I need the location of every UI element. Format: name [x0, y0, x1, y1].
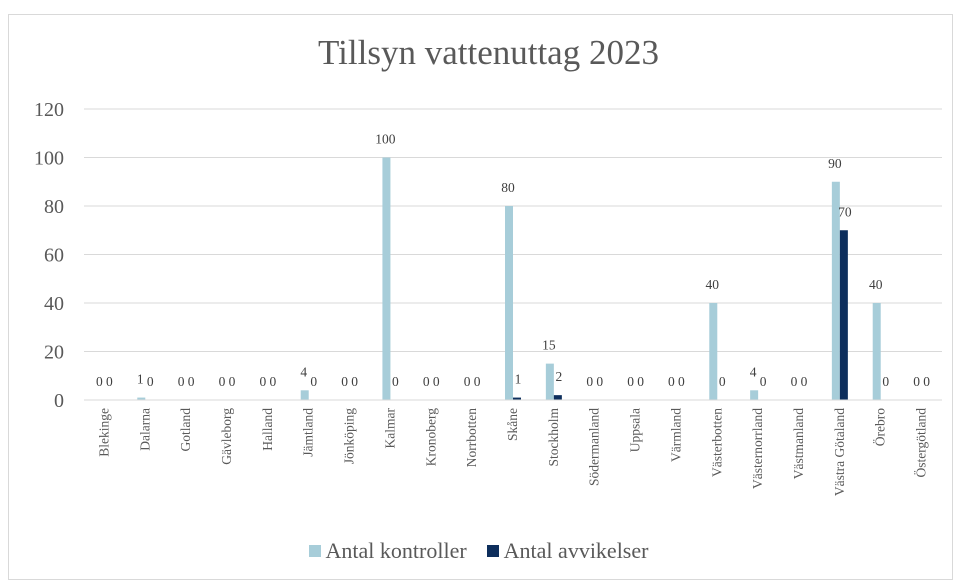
data-label-kontroller: 80 — [501, 180, 515, 195]
bars — [137, 157, 881, 400]
legend-label-kontroller: Antal kontroller — [325, 538, 467, 563]
data-label-avvikelser: 0 — [147, 374, 154, 389]
legend-swatch-avvikelser — [486, 545, 499, 557]
category-label: Kalmar — [382, 407, 397, 448]
category-label: Örebro — [873, 408, 888, 446]
category-label: Västmanland — [791, 408, 806, 479]
bar-kontroller — [505, 206, 513, 400]
y-tick-label: 40 — [44, 293, 64, 315]
data-label-kontroller: 0 — [219, 374, 226, 389]
y-axis-ticks: 0 20 40 60 80 100 120 — [34, 99, 64, 412]
y-tick-label: 20 — [44, 342, 64, 364]
y-tick-label: 100 — [34, 148, 64, 170]
data-label-kontroller: 0 — [178, 374, 185, 389]
category-label: Värmland — [668, 408, 683, 462]
bar-kontroller — [137, 397, 146, 400]
y-tick-label: 0 — [54, 390, 64, 412]
data-label-avvikelser: 0 — [269, 374, 276, 389]
data-label-avvikelser: 0 — [596, 374, 603, 389]
category-labels: Blekinge Dalarna Gotland Gävleborg Halland Jä… — [96, 407, 928, 496]
data-label-kontroller: 0 — [259, 374, 266, 389]
data-label-avvikelser: 0 — [310, 374, 317, 389]
data-label-avvikelser: 2 — [555, 369, 562, 384]
category-label: Skåne — [505, 408, 520, 441]
data-label-avvikelser: 0 — [474, 374, 481, 389]
category-label: Blekinge — [96, 408, 111, 457]
category-label: Stockholm — [546, 408, 561, 467]
data-label-kontroller: 0 — [341, 374, 348, 389]
category-label: Dalarna — [137, 408, 152, 451]
category-label: Västerbotten — [709, 408, 724, 477]
data-label-avvikelser: 0 — [801, 374, 808, 389]
category-label: Gotland — [178, 408, 193, 452]
bar-kontroller — [382, 157, 391, 400]
data-label-avvikelser: 1 — [515, 372, 522, 387]
data-label-kontroller: 40 — [706, 277, 720, 292]
y-tick-label: 60 — [44, 245, 64, 267]
data-label-avvikelser: 0 — [433, 374, 440, 389]
category-label: Västernorrland — [750, 408, 765, 489]
data-label-kontroller: 0 — [96, 374, 103, 389]
data-label-kontroller: 0 — [913, 374, 920, 389]
bar-kontroller — [831, 181, 840, 400]
bar-avvikelser — [513, 397, 521, 400]
chart-frame — [8, 14, 953, 580]
bar-kontroller — [300, 390, 309, 400]
data-label-kontroller: 0 — [791, 374, 798, 389]
legend-label-avvikelser: Antal avvikelser — [503, 538, 649, 563]
bar-kontroller — [709, 303, 718, 400]
bar-kontroller — [872, 303, 881, 400]
data-label-kontroller: 0 — [627, 374, 634, 389]
category-label: Jämtland — [301, 408, 316, 457]
data-label-avvikelser: 0 — [106, 374, 113, 389]
chart-title: Tillsyn vattenuttag 2023 — [318, 33, 659, 72]
data-label-avvikelser: 0 — [392, 374, 399, 389]
category-label: Jönköping — [342, 408, 357, 465]
data-label-kontroller: 90 — [828, 156, 842, 171]
legend-item-avvikelser: Antal avvikelser — [486, 538, 649, 564]
data-label-kontroller: 0 — [423, 374, 430, 389]
y-tick-label: 80 — [44, 196, 64, 218]
data-label-avvikelser: 0 — [923, 374, 930, 389]
data-label-avvikelser: 0 — [637, 374, 644, 389]
bar-avvikelser — [839, 230, 848, 400]
data-label-kontroller: 0 — [586, 374, 593, 389]
y-tick-label: 120 — [34, 99, 64, 121]
data-label-avvikelser: 70 — [838, 204, 852, 219]
data-label-avvikelser: 0 — [882, 374, 889, 389]
category-label: Västra Götaland — [832, 408, 847, 496]
data-label-avvikelser: 0 — [678, 374, 685, 389]
data-label-avvikelser: 0 — [719, 374, 726, 389]
data-label-kontroller: 4 — [750, 364, 757, 379]
data-label-avvikelser: 0 — [351, 374, 358, 389]
bar-kontroller — [750, 390, 759, 400]
data-label-kontroller: 40 — [869, 277, 883, 292]
category-label: Norrbotten — [464, 408, 479, 467]
data-label-kontroller: 4 — [300, 364, 307, 379]
data-label-kontroller: 15 — [542, 338, 556, 353]
legend-item-kontroller: Antal kontroller — [308, 538, 467, 564]
data-label-kontroller: 1 — [137, 372, 144, 387]
category-label: Kronoberg — [423, 408, 438, 466]
category-label: Uppsala — [628, 408, 643, 452]
data-label-kontroller: 0 — [464, 374, 471, 389]
data-label-avvikelser: 0 — [760, 374, 767, 389]
data-label-avvikelser: 0 — [188, 374, 195, 389]
data-label-kontroller: 100 — [375, 132, 396, 147]
category-label: Halland — [260, 408, 275, 451]
bar-kontroller — [545, 363, 554, 400]
data-label-avvikelser: 0 — [229, 374, 236, 389]
bar-avvikelser — [553, 395, 562, 400]
legend: Antal kontroller Antal avvikelser — [0, 538, 957, 564]
category-label: Östergötland — [914, 408, 929, 478]
legend-swatch-kontroller — [308, 545, 321, 557]
category-label: Gävleborg — [219, 408, 234, 465]
data-label-kontroller: 0 — [668, 374, 675, 389]
category-label: Södermanland — [587, 408, 602, 486]
